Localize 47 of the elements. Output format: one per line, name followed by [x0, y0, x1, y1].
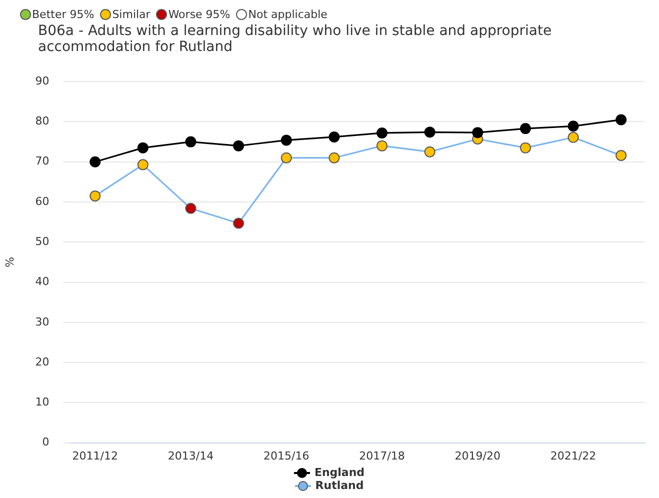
- point: [233, 218, 244, 229]
- point: [137, 159, 148, 170]
- point: [90, 190, 101, 202]
- point: [185, 136, 196, 148]
- x-tick-label: 2019/20: [454, 449, 500, 462]
- text: Not applicable: [248, 8, 328, 21]
- y-tick-label: 20: [35, 355, 50, 368]
- point: [233, 140, 244, 152]
- chart-title: B06a - Adults with a learning disability who live in stable and appropriate accommodation for Rutland: [38, 23, 553, 55]
- y-tick-label: 10: [35, 396, 50, 409]
- point: [185, 202, 196, 214]
- point: [328, 131, 340, 142]
- point: [328, 152, 340, 164]
- y-tick-label: 30: [35, 315, 50, 328]
- legend-label: Rutland: [315, 479, 364, 492]
- text: Better 95%: [32, 8, 94, 21]
- point: [472, 127, 484, 138]
- text: Worse 95%: [168, 8, 230, 21]
- y-tick-label: 50: [35, 234, 50, 248]
- y-axis-title: %: [3, 256, 16, 268]
- x-tick-label: 2011/12: [72, 449, 118, 462]
- point: [280, 152, 292, 164]
- text: Similar: [112, 8, 150, 21]
- y-tick-label: 70: [35, 154, 50, 168]
- legend-label: England: [314, 466, 365, 479]
- point: [424, 146, 436, 158]
- point: [376, 140, 388, 152]
- y-tick-label: 60: [35, 194, 50, 208]
- point: [137, 142, 148, 154]
- point: [424, 126, 436, 138]
- point: [568, 120, 579, 132]
- point: [520, 123, 531, 134]
- point: [520, 142, 531, 154]
- y-tick-label: 80: [35, 114, 50, 128]
- x-tick-label: 2021/22: [550, 449, 596, 462]
- x-tick-label: 2015/16: [264, 449, 310, 462]
- point: [568, 132, 579, 143]
- x-tick-label: 2013/14: [168, 449, 214, 462]
- point: [376, 127, 388, 138]
- y-tick-label: 90: [35, 74, 50, 88]
- x-tick-label: 2017/18: [359, 449, 405, 462]
- point: [90, 156, 101, 168]
- point: [616, 150, 627, 161]
- point: [280, 134, 292, 146]
- y-tick-label: 40: [35, 275, 50, 288]
- y-tick-label: 0: [42, 436, 50, 449]
- point: [616, 114, 627, 126]
